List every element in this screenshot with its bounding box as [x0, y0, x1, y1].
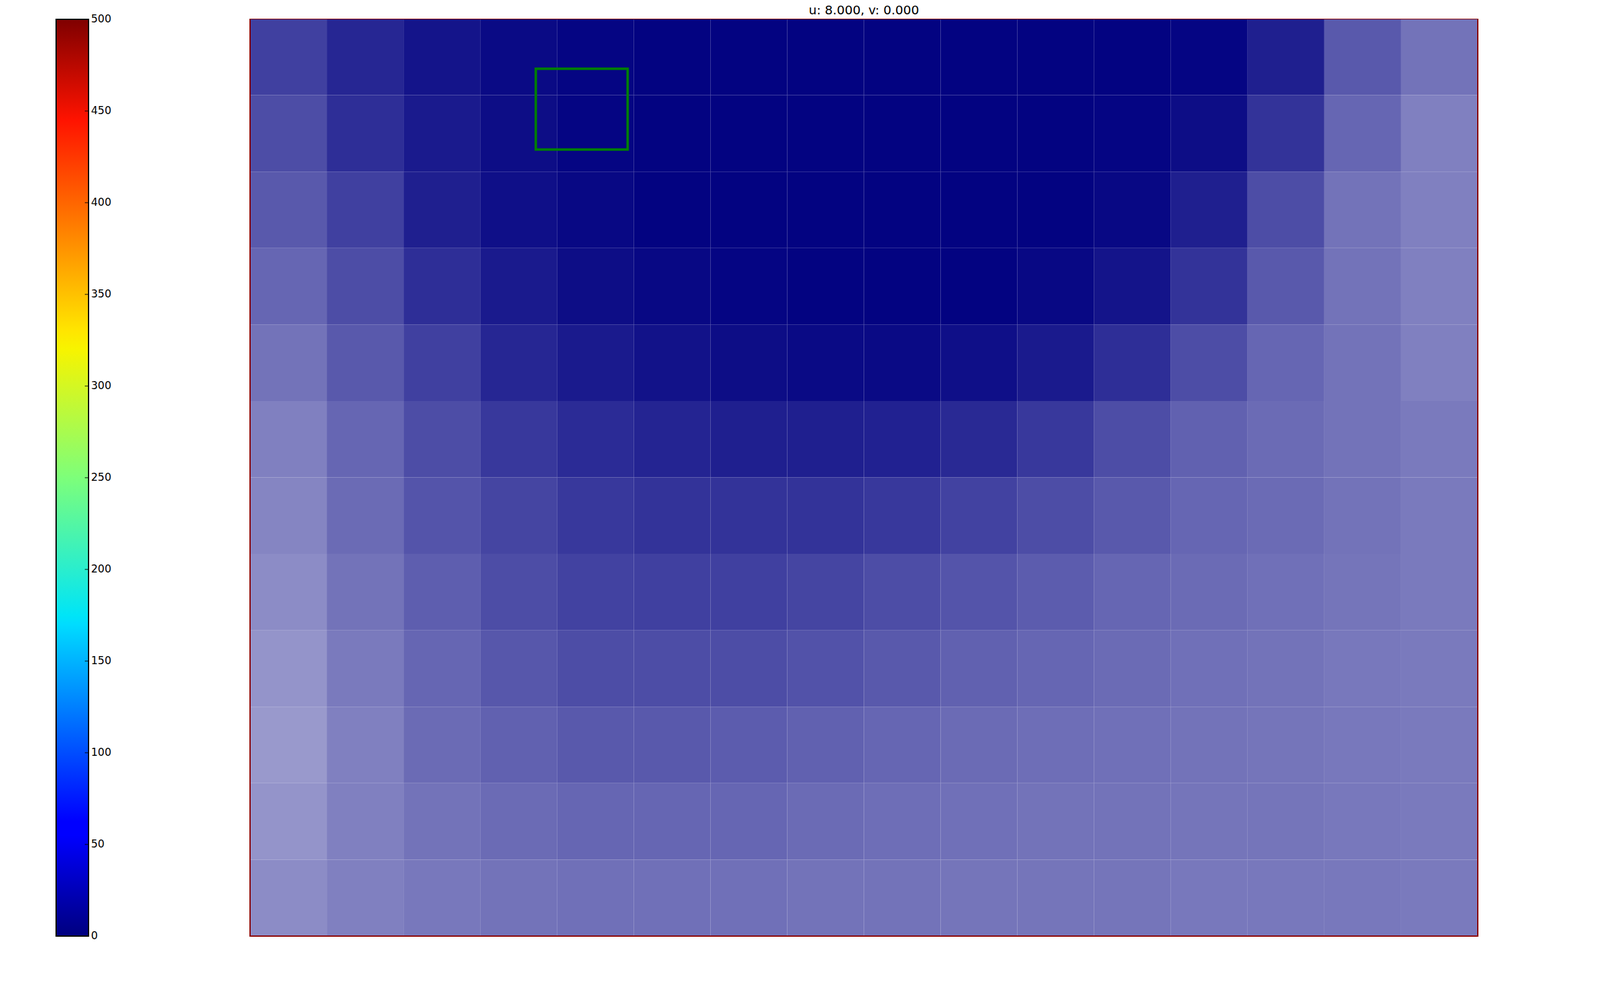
svg-text:50: 50 — [91, 837, 105, 850]
svg-text:450: 450 — [91, 104, 111, 117]
svg-text:300: 300 — [91, 379, 111, 392]
svg-text:200: 200 — [91, 562, 111, 575]
svg-text:250: 250 — [91, 470, 111, 484]
svg-text:100: 100 — [91, 745, 111, 759]
svg-text:0: 0 — [91, 929, 98, 942]
svg-text:350: 350 — [91, 287, 111, 300]
svg-text:150: 150 — [91, 654, 111, 667]
svg-text:500: 500 — [91, 12, 111, 25]
svg-text:400: 400 — [91, 195, 111, 209]
html-text:u: 8.000, v: 0.000: u: 8.000, v: 0.000 — [808, 2, 920, 18]
